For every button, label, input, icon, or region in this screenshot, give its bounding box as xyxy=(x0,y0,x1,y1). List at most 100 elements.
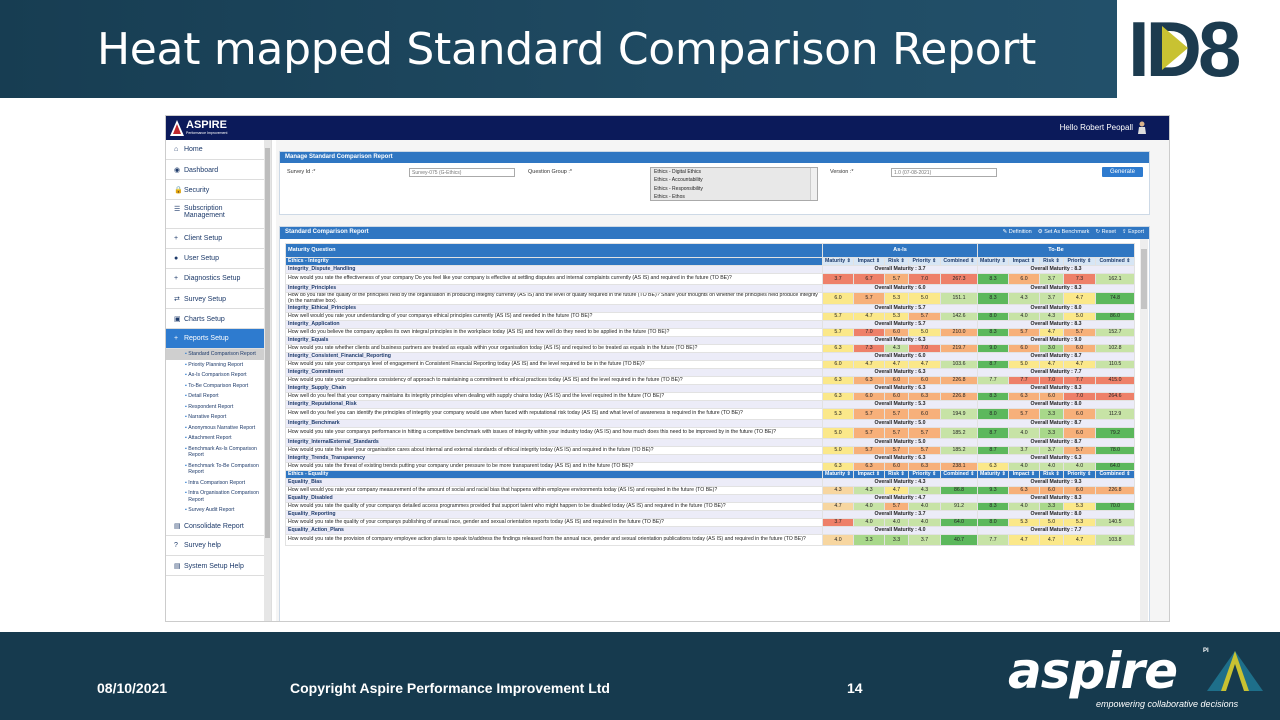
aspire-triangle-icon xyxy=(1207,651,1263,691)
asis-cell-4: 185.2 xyxy=(940,427,978,439)
question-name: Integrity_Principles xyxy=(285,284,823,293)
sidebar-subitem[interactable]: ▪ Respondent Report xyxy=(166,402,271,413)
tobe-overall-maturity: Overall Maturity : 8.7 xyxy=(976,419,1136,428)
asis-overall-maturity: Overall Maturity : 6.0 xyxy=(822,352,978,361)
sidebar-subitem[interactable]: ▪ As-Is Comparison Report xyxy=(166,370,271,381)
sidebar-subitem[interactable]: ▪ Intra Comparison Report xyxy=(166,478,271,489)
question-name: Equality_Reporting xyxy=(285,510,823,519)
sidebar-subitem[interactable]: ▪ Benchmark As-Is Comparison Report xyxy=(166,444,271,461)
report-scrollbar[interactable] xyxy=(1140,239,1148,621)
asis-cell-1: 6.3 xyxy=(853,462,885,471)
question-data-row: How well do you believe the company appl… xyxy=(285,328,1136,337)
asis-cell-4: 64.0 xyxy=(940,518,978,527)
asis-overall-maturity: Overall Maturity : 5.3 xyxy=(822,400,978,409)
tobe-cell-4: 110.5 xyxy=(1094,360,1136,369)
version-label: Version :* xyxy=(830,169,854,175)
question-name: Integrity_Equals xyxy=(285,336,823,345)
tobe-overall-maturity: Overall Maturity : 8.7 xyxy=(976,352,1136,361)
question-data-row: How well would you rate your company mea… xyxy=(285,486,1136,495)
group-name: Ethics - Integrity xyxy=(285,257,823,266)
report-actions: ✎ Definition ⚙ Set As Benchmark ↻ Reset ⇪ E… xyxy=(997,229,1144,235)
sidebar-subitem[interactable]: ▪ Detail Report xyxy=(166,391,271,402)
report-scroll-thumb[interactable] xyxy=(1141,249,1147,309)
report-action-1[interactable]: ⚙ Set As Benchmark xyxy=(1037,229,1090,235)
survey-id-select[interactable]: Survey-075 (G-Ethics) xyxy=(409,168,515,177)
asis-cell-3: 5.7 xyxy=(908,427,941,439)
asis-cell-0: 6.0 xyxy=(822,292,854,305)
sidebar-subitem[interactable]: ▪ To-Be Comparison Report xyxy=(166,381,271,392)
tobe-cell-1: 4.0 xyxy=(1008,312,1040,321)
tobe-cell-0: 8.3 xyxy=(977,392,1009,401)
sidebar-item-user-setup[interactable]: ● User Setup xyxy=(166,249,271,269)
sidebar-item-dashboard[interactable]: ◉ Dashboard xyxy=(166,160,271,180)
question-data-row: How well would you rate your understandi… xyxy=(285,312,1136,321)
question-data-row: How would you rate your companys perform… xyxy=(285,427,1136,439)
question-name-row: Integrity_Supply_Chain Overall Maturity :… xyxy=(285,384,1136,393)
sidebar-subitem[interactable]: ▪ Intra Organisation Comparison Report xyxy=(166,488,271,505)
col-header-4: Combined ⇕ xyxy=(940,470,978,479)
col-header-4: Combined ⇕ xyxy=(940,257,978,266)
version-select[interactable]: 1.0 (07-08-2021) xyxy=(891,168,997,177)
tobe-cell-2: 3.3 xyxy=(1039,502,1064,511)
sidebar-item-home[interactable]: ⌂ Home xyxy=(166,140,271,160)
report-action-0[interactable]: ✎ Definition xyxy=(1002,229,1032,235)
asis-cell-4: 210.0 xyxy=(940,328,978,337)
sidebar-item-client-setup[interactable]: + Client Setup xyxy=(166,229,271,249)
question-name-row: Equality_Bias Overall Maturity : 4.3 Overa… xyxy=(285,478,1136,487)
question-name: Integrity_Reputational_Risk xyxy=(285,400,823,409)
sidebar-subitem[interactable]: ▪ Standard Comparison Report xyxy=(166,349,271,360)
report-action-2[interactable]: ↻ Reset xyxy=(1095,229,1116,235)
asis-cell-2: 4.7 xyxy=(884,486,909,495)
asis-cell-3: 7.0 xyxy=(908,344,941,353)
sidebar-scroll-thumb[interactable] xyxy=(265,148,270,538)
group-header-row: Ethics - Equality Maturity ⇕ Impact ⇕ Risk … xyxy=(285,470,1136,479)
user-greeting[interactable]: Hello Robert Peopall xyxy=(1059,123,1133,132)
aspire-logo-icon xyxy=(170,120,184,136)
tobe-cell-4: 152.7 xyxy=(1094,328,1136,337)
asis-cell-2: 5.7 xyxy=(884,427,909,439)
asis-cell-2: 4.0 xyxy=(884,518,909,527)
sidebar-subitem[interactable]: ▪ Priority Planning Report xyxy=(166,360,271,371)
tobe-cell-2: 4.0 xyxy=(1039,462,1064,471)
sidebar-item-diagnostics-setup[interactable]: + Diagnostics Setup xyxy=(166,269,271,289)
sidebar-subitem[interactable]: ▪ Attachment Report xyxy=(166,433,271,444)
question-name: Integrity_InternalExternal_Standards xyxy=(285,438,823,447)
sidebar-item-system-setup-help[interactable]: ▤ System Setup Help xyxy=(166,556,271,576)
asis-cell-1: 7.3 xyxy=(853,344,885,353)
sidebar-subitem[interactable]: ▪ Anonymous Narrative Report xyxy=(166,423,271,434)
asis-cell-4: 40.7 xyxy=(940,534,978,546)
question-group-option[interactable]: Ethics - Responsibility xyxy=(654,185,703,192)
asis-cell-1: 5.7 xyxy=(853,446,885,455)
asis-cell-4: 91.2 xyxy=(940,502,978,511)
question-text: How would you rate whether clients and b… xyxy=(285,344,823,353)
question-name-row: Equality_Disabled Overall Maturity : 4.7 O… xyxy=(285,494,1136,503)
sidebar-item-charts-setup[interactable]: ▣ Charts Setup xyxy=(166,309,271,329)
sidebar-item-survey-help[interactable]: ? Survey help xyxy=(166,536,271,556)
sidebar-subitem[interactable]: ▪ Benchmark To-Be Comparison Report xyxy=(166,461,271,478)
sidebar-scrollbar[interactable] xyxy=(264,140,271,621)
question-group-option[interactable]: Ethics - Digital Ethics xyxy=(654,169,701,175)
sidebar-subitem-label: Anonymous Narrative Report xyxy=(188,424,256,431)
sidebar-subitem[interactable]: ▪ Narrative Report xyxy=(166,412,271,423)
question-data-row: How would you rate the threat of existin… xyxy=(285,462,1136,471)
sidebar-item-consolidate-report[interactable]: ▤ Consolidate Report xyxy=(166,516,271,536)
sidebar-item-subscription-management[interactable]: ☰ Subscription Management xyxy=(166,200,271,229)
tobe-cell-3: 5.3 xyxy=(1063,502,1096,511)
col-header-1: Impact ⇕ xyxy=(853,257,885,266)
sidebar-item-security[interactable]: 🔒 Security xyxy=(166,180,271,200)
sidebar-item-survey-setup[interactable]: ⇄ Survey Setup xyxy=(166,289,271,309)
question-group-listbox[interactable]: Ethics - Digital Ethics Ethics - Accounta… xyxy=(650,167,818,201)
sidebar-item-reports-setup[interactable]: + Reports Setup xyxy=(166,329,271,349)
sidebar-subitem[interactable]: ▪ Survey Audit Report xyxy=(166,505,271,516)
generate-button[interactable]: Generate xyxy=(1102,167,1143,177)
user-avatar-icon[interactable] xyxy=(1137,121,1147,135)
tobe-cell-3: 6.0 xyxy=(1063,427,1096,439)
tobe-cell-2: 3.0 xyxy=(1039,344,1064,353)
question-group-option[interactable]: Ethics - Accountability xyxy=(654,177,703,184)
listbox-scrollbar[interactable] xyxy=(810,168,817,200)
question-group-option[interactable]: Ethics - Ethos xyxy=(654,193,685,200)
question-group-label: Question Group :* xyxy=(528,169,573,175)
asis-cell-1: 4.0 xyxy=(853,502,885,511)
report-action-3[interactable]: ⇪ Export xyxy=(1121,229,1144,235)
sidebar-item-label: Security xyxy=(183,187,210,194)
